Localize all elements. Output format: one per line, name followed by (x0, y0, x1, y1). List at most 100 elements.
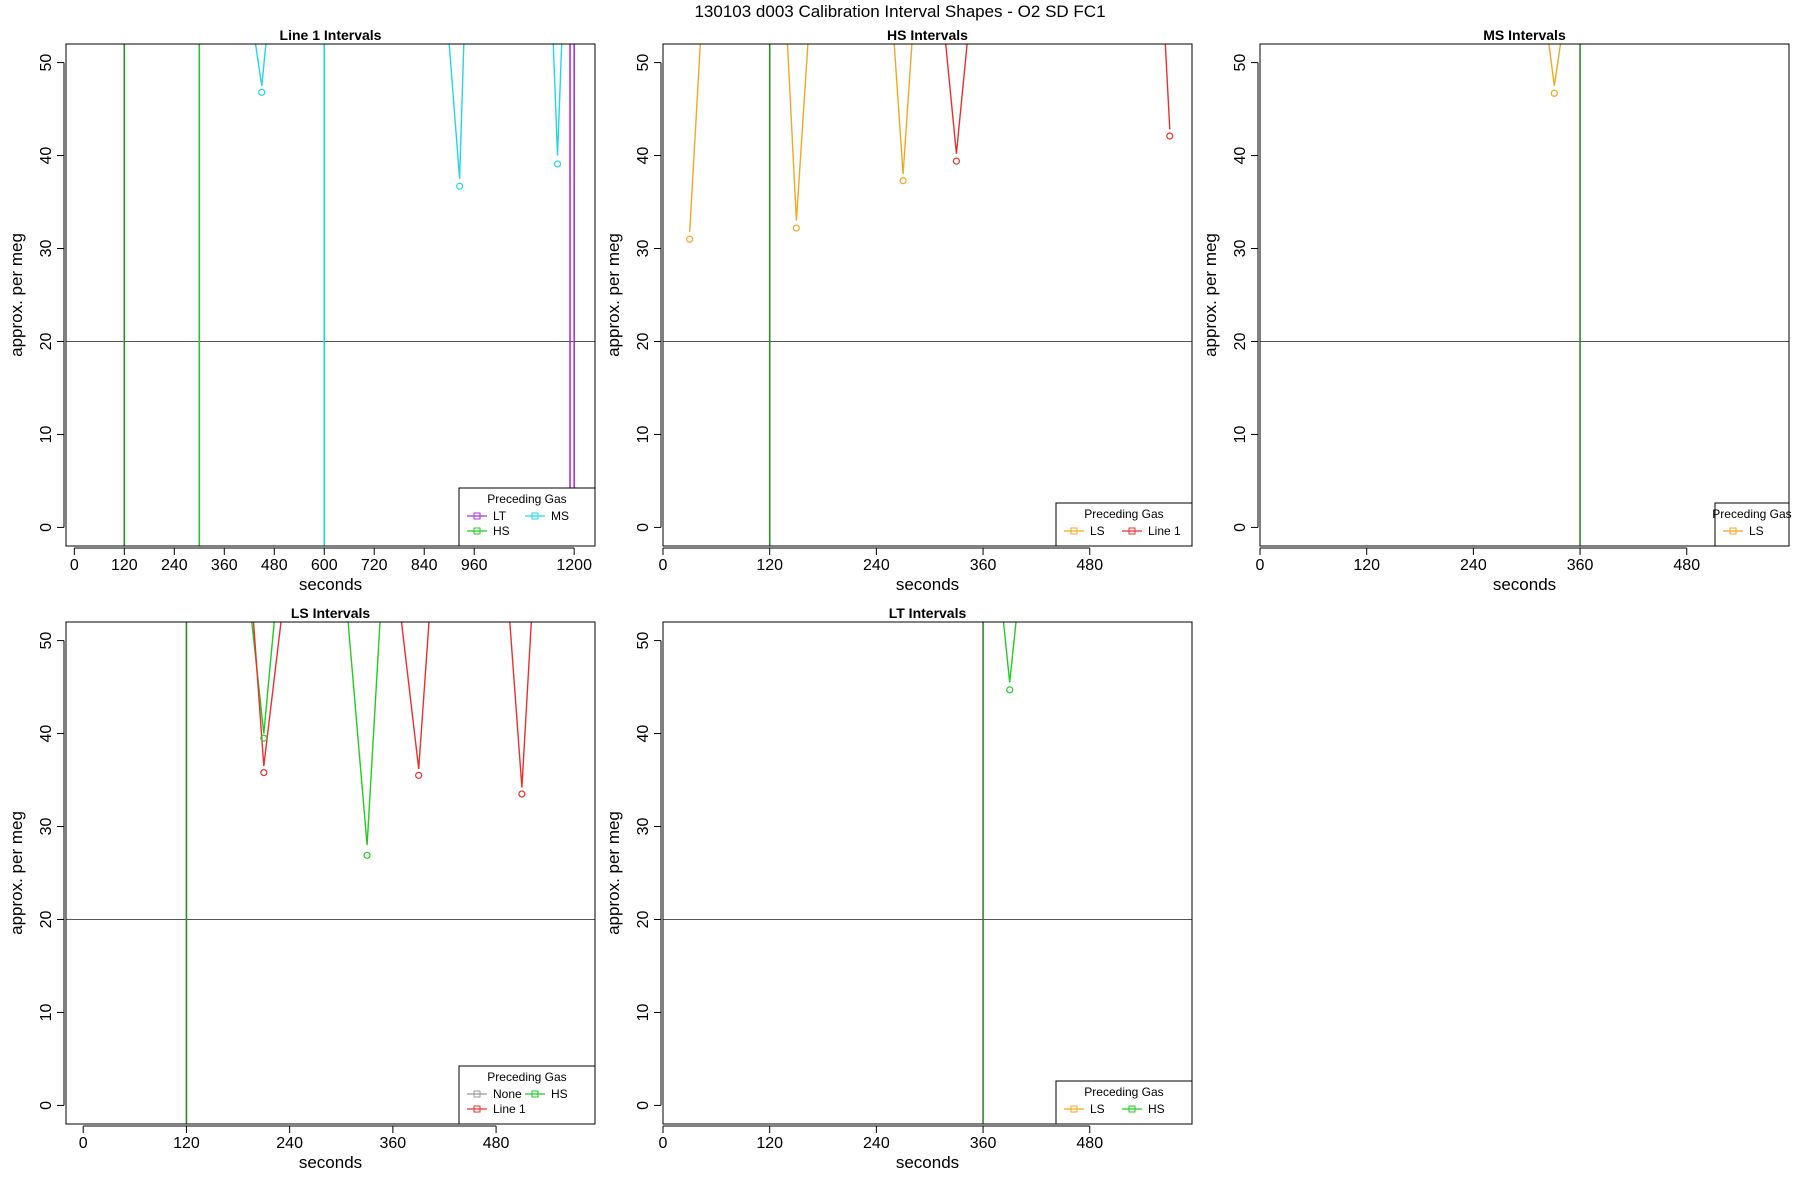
chart-title: HS Intervals (887, 27, 968, 43)
x-tick-label: 120 (756, 1135, 783, 1152)
y-tick-label: 20 (635, 332, 652, 350)
data-point (258, 88, 266, 96)
legend-marker (1729, 527, 1737, 535)
x-tick-label: 360 (1567, 557, 1594, 574)
legend: Preceding Gas None HS Line 1 (458, 1065, 596, 1125)
series-line (1002, 622, 1017, 683)
chart-title: MS Intervals (1483, 27, 1566, 43)
y-axis-label: approx. per meg (604, 233, 623, 357)
y-axis-label: approx. per meg (7, 811, 26, 935)
data-point (260, 734, 268, 742)
y-tick-label: 30 (38, 240, 55, 258)
y-tick-label: 0 (38, 523, 55, 532)
y-tick-label: 20 (635, 910, 652, 928)
legend: Preceding Gas LS HS (1055, 1080, 1193, 1125)
y-axis-label: approx. per meg (7, 233, 26, 357)
y-tick-label: 0 (635, 523, 652, 532)
legend-marker (473, 1090, 481, 1098)
chart-panel-4: LS Intervals 0 120 240 360 480 seconds 0 10 20 30 4… (7, 605, 596, 1172)
data-point (1166, 132, 1174, 140)
data-layer (1548, 44, 1581, 546)
y-tick-label: 20 (38, 332, 55, 350)
legend-title: Preceding Gas (1084, 1085, 1163, 1099)
data-point (686, 235, 694, 243)
y-axis-label: approx. per meg (604, 811, 623, 935)
data-layer (185, 622, 532, 1124)
y-tick-label: 10 (1232, 425, 1249, 443)
y-axis-label: approx. per meg (1201, 233, 1220, 357)
y-tick-label: 50 (1232, 54, 1249, 72)
legend-title: Preceding Gas (487, 1070, 566, 1084)
chart-panel-3: MS Intervals 0 120 240 360 480 seconds 0 10 20 30 4… (1201, 27, 1792, 594)
chart-panel-5: LT Intervals 0 120 240 360 480 seconds 0 10 20 30 4… (604, 605, 1193, 1172)
legend-box (1714, 502, 1790, 547)
legend-entry: Line 1 (493, 1102, 526, 1116)
x-tick-label: 120 (173, 1135, 200, 1152)
y-tick-label: 10 (635, 1003, 652, 1021)
legend-title: Preceding Gas (1712, 507, 1791, 521)
x-tick-label: 840 (411, 557, 438, 574)
x-axis-label: seconds (1493, 575, 1556, 594)
x-tick-label: 360 (211, 557, 238, 574)
x-tick-label: 240 (863, 557, 890, 574)
data-point (456, 182, 464, 190)
legend-entry: HS (493, 524, 510, 538)
data-layer (123, 44, 575, 546)
legend-marker (1128, 1105, 1136, 1113)
series-line (552, 44, 563, 156)
y-tick-label: 30 (635, 818, 652, 836)
legend-entry: None (493, 1087, 522, 1101)
legend-entry: LS (1749, 524, 1764, 538)
y-tick-label: 40 (38, 147, 55, 165)
legend-marker (531, 512, 539, 520)
legend-entry: LS (1090, 1102, 1105, 1116)
y-tick-label: 0 (38, 1101, 55, 1110)
series-line (400, 622, 430, 769)
series-line (786, 44, 809, 221)
x-tick-label: 480 (1673, 557, 1700, 574)
data-point (899, 177, 907, 185)
series-line (1164, 44, 1171, 130)
x-axis-label: seconds (896, 1153, 959, 1172)
y-tick-label: 40 (635, 147, 652, 165)
x-tick-label: 960 (461, 557, 488, 574)
x-axis-label: seconds (896, 575, 959, 594)
legend-title: Preceding Gas (487, 492, 566, 506)
series-line (252, 622, 282, 767)
legend-marker (473, 512, 481, 520)
x-tick-label: 240 (161, 557, 188, 574)
chart-title: LS Intervals (291, 605, 371, 621)
x-tick-label: 240 (863, 1135, 890, 1152)
y-tick-label: 30 (635, 240, 652, 258)
legend-entry: LT (493, 509, 507, 523)
legend: Preceding Gas LS (1712, 502, 1792, 547)
chart-title: Line 1 Intervals (280, 27, 382, 43)
legend-entry: LS (1090, 524, 1105, 538)
x-tick-label: 1200 (556, 557, 592, 574)
series-line (509, 622, 532, 788)
x-axis-label: seconds (299, 575, 362, 594)
y-tick-label: 40 (1232, 147, 1249, 165)
legend-marker (473, 527, 481, 535)
data-point (518, 790, 526, 798)
data-point (415, 771, 423, 779)
legend-entry: Line 1 (1148, 524, 1181, 538)
plot-frame (65, 621, 596, 1125)
data-point (553, 160, 562, 168)
x-tick-label: 0 (79, 1135, 88, 1152)
series-line (448, 44, 465, 179)
x-tick-label: 120 (111, 557, 138, 574)
data-point (952, 157, 960, 165)
legend-marker (531, 1090, 539, 1098)
y-tick-label: 50 (38, 54, 55, 72)
y-tick-label: 50 (635, 54, 652, 72)
x-tick-label: 480 (1076, 557, 1103, 574)
y-tick-label: 0 (1232, 523, 1249, 532)
chart-panel-2: HS Intervals 0 120 240 360 480 seconds 0 10 20 30 4… (604, 27, 1193, 594)
chart-title: LT Intervals (889, 605, 967, 621)
y-tick-label: 10 (38, 425, 55, 443)
legend: Preceding Gas LT MS HS (458, 487, 596, 547)
x-tick-label: 0 (659, 1135, 668, 1152)
legend-entry: HS (551, 1087, 568, 1101)
